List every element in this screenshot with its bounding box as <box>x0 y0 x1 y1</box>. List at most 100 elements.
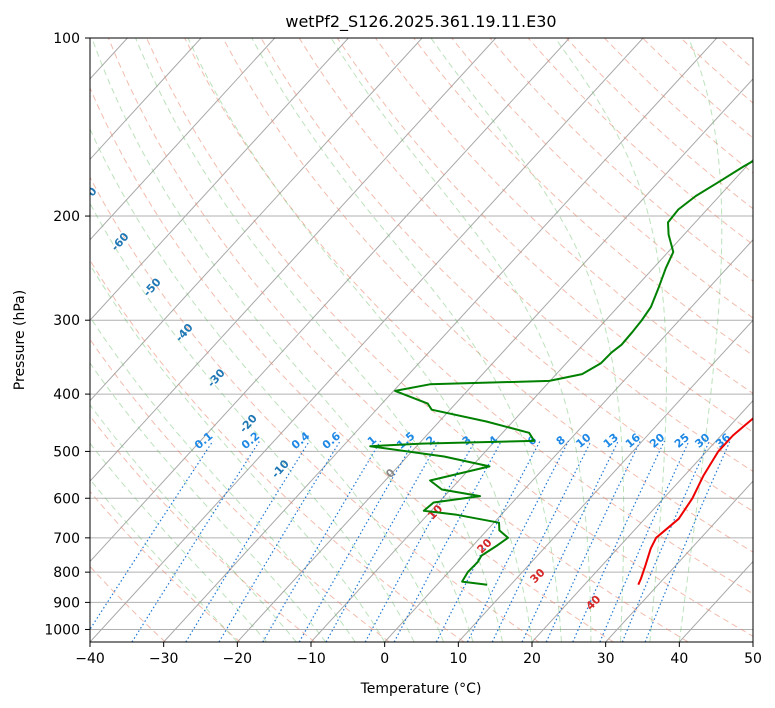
mixing-ratio-label: 13 <box>601 431 621 451</box>
moist-adiabat-line <box>90 442 268 642</box>
isotherm-line <box>457 319 753 642</box>
isotherm-line <box>90 38 276 241</box>
isotherm-line <box>531 399 753 642</box>
moist-adiabat-line <box>91 38 474 642</box>
dry-adiabat-label: 30 <box>528 566 548 586</box>
dry-adiabat-line <box>146 38 753 637</box>
moist-adiabat-label: -20 <box>237 412 260 436</box>
dry-adiabat-line <box>90 86 614 642</box>
mixing-ratio-line <box>131 440 261 642</box>
isotherm-line <box>90 38 497 482</box>
mixing-ratio-line <box>298 440 415 642</box>
isotherm-line <box>90 38 423 402</box>
axis-ticks: −40 −30 −20 −10 0 10 20 30 40 50 100 200 300 400 500 60… <box>44 31 762 667</box>
moist-adiabat-label: -90 <box>13 94 36 118</box>
dry-adiabat-line <box>222 38 753 553</box>
isotherm-line <box>752 641 753 642</box>
moist-adiabat-label: -10 <box>269 457 292 481</box>
moist-adiabat-line <box>90 202 415 642</box>
mixing-ratio-line <box>491 440 592 642</box>
isotherm-line <box>90 38 570 563</box>
mixing-ratio-line <box>572 440 666 642</box>
mixing-ratio-line <box>599 440 690 642</box>
dewpoint-profile-line <box>369 159 753 586</box>
moist-adiabat-line <box>430 38 625 642</box>
x-tick-label: 0 <box>380 651 389 667</box>
mixing-ratio-label: 10 <box>574 431 594 451</box>
mixing-ratio-label: 4 <box>486 433 500 448</box>
x-tick-label: −30 <box>149 651 179 667</box>
dry-adiabat-line <box>375 38 753 395</box>
mixing-ratio-line <box>90 440 214 631</box>
mixing-ratio-line <box>218 440 341 642</box>
mixing-ratio-label: 8 <box>554 433 568 448</box>
moist-adiabat-line <box>90 316 356 642</box>
isotherm-line <box>310 158 753 642</box>
moist-adiabat-label: -80 <box>45 139 68 163</box>
x-tick-label: 20 <box>523 651 541 667</box>
y-tick-label: 100 <box>53 31 80 47</box>
mixing-ratio-label: 0.1 <box>192 429 215 451</box>
y-axis-label: Pressure (hPa) <box>12 290 28 390</box>
mixing-ratio-label: 0.4 <box>289 429 313 452</box>
dry-adiabat-line <box>298 38 753 472</box>
isotherm-line <box>236 78 753 642</box>
temperature-profile-line <box>637 416 753 586</box>
mixing-ratio-line <box>364 440 476 642</box>
x-tick-label: −20 <box>223 651 253 667</box>
dry-adiabat-line <box>680 38 753 104</box>
mixing-ratio-line <box>621 440 710 642</box>
mixing-ratio-line <box>644 440 731 642</box>
moist-adiabat-line <box>90 263 386 642</box>
dry-adiabat-line <box>184 38 753 595</box>
y-tick-label: 300 <box>53 313 80 329</box>
moist-adiabat-label: -100 <box>0 45 6 74</box>
mixing-ratio-label: 36 <box>713 431 733 451</box>
x-tick-label: −40 <box>75 651 105 667</box>
y-tick-label: 500 <box>53 444 80 460</box>
dry-adiabat-line <box>451 38 753 319</box>
chart-title: wetPf2_S126.2025.361.19.11.E30 <box>285 12 556 32</box>
moist-adiabat-line <box>678 38 723 642</box>
dry-adiabat-line <box>90 565 166 642</box>
x-axis-label: Temperature (°C) <box>360 681 482 697</box>
isotherm-line <box>90 38 349 321</box>
moist-adiabat-line <box>330 38 592 642</box>
mixing-ratio-label: 16 <box>623 431 643 451</box>
moist-adiabat-line <box>187 38 533 642</box>
dry-adiabat-line <box>107 38 689 642</box>
x-tick-label: 50 <box>744 651 762 667</box>
isotherm-line <box>163 38 718 642</box>
dry-adiabat-line <box>604 38 753 174</box>
dry-adiabat-line <box>757 38 775 642</box>
dry-adiabat-line <box>642 38 753 139</box>
isotherm-line <box>605 480 753 642</box>
mixing-ratio-line <box>262 440 382 642</box>
isotherm-line <box>90 38 202 161</box>
y-tick-label: 700 <box>53 531 80 547</box>
moist-adiabat-label: -50 <box>141 275 164 299</box>
x-tick-label: 40 <box>670 651 688 667</box>
y-tick-label: 400 <box>53 387 80 403</box>
x-tick-label: 10 <box>449 651 467 667</box>
moist-adiabat-label: -60 <box>109 230 132 254</box>
dry-adiabat-line <box>489 38 753 282</box>
dry-adiabat-label: 40 <box>583 592 603 612</box>
dry-adiabat-line <box>260 38 753 512</box>
isotherm-line <box>90 38 644 642</box>
mixing-ratio-label: 25 <box>672 431 692 451</box>
dry-adiabat-line <box>565 38 753 210</box>
mixing-ratio-label: 3 <box>460 433 474 448</box>
mixing-ratio-line <box>521 440 619 642</box>
moist-adiabat-line <box>90 404 297 642</box>
mixing-ratio-line <box>185 440 311 642</box>
dry-adiabat-line <box>527 38 753 246</box>
mixing-ratio-line <box>325 440 440 642</box>
mixing-ratio-line <box>545 440 641 642</box>
mixing-ratio-line <box>466 440 570 642</box>
isotherm-line <box>678 560 753 642</box>
moist-adiabat-label: -70 <box>77 184 100 208</box>
moist-adiabat-line <box>251 38 562 642</box>
moist-adiabat-label: -30 <box>205 366 228 390</box>
